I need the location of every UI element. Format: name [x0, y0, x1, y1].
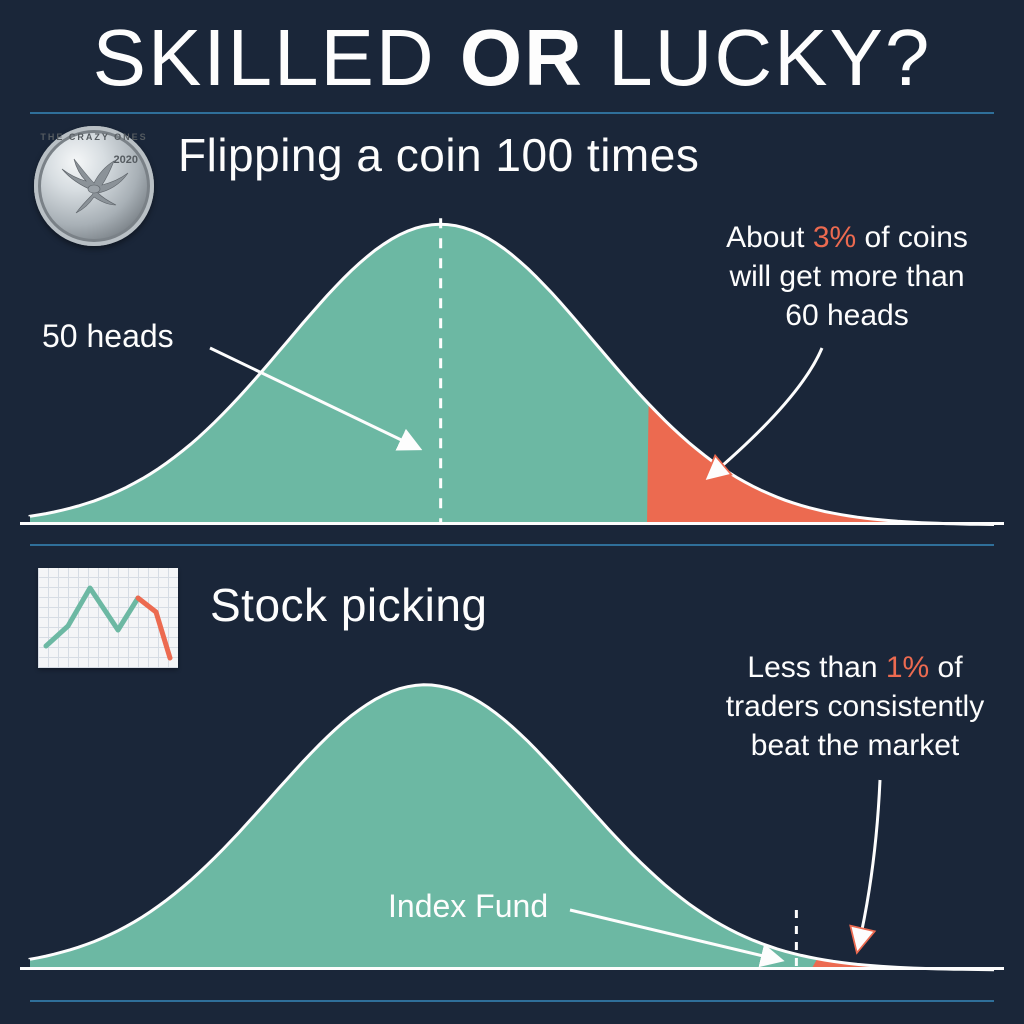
arrow-tail-2 [0, 0, 1024, 1024]
